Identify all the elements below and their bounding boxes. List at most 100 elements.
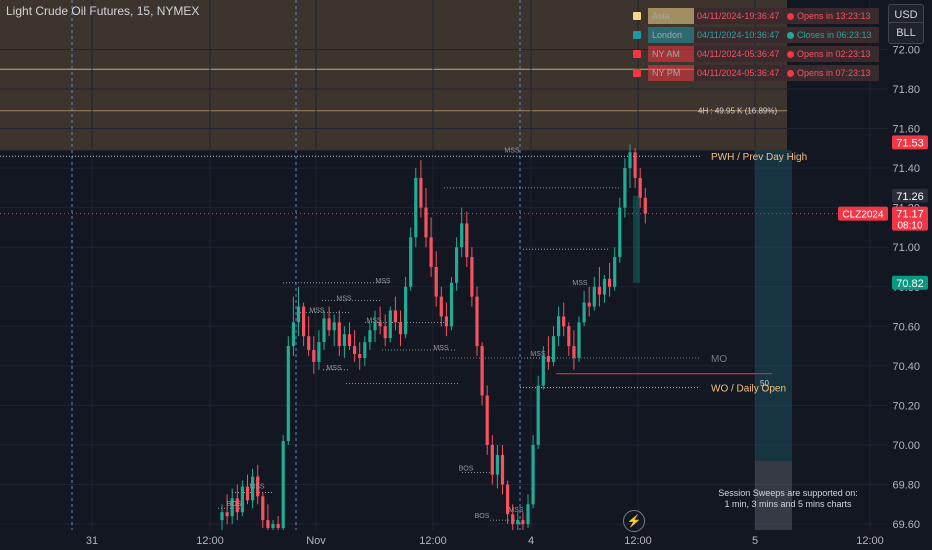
candle xyxy=(358,342,362,370)
candle xyxy=(572,330,576,370)
candle-body xyxy=(444,316,448,327)
price-tick: 71.40 xyxy=(892,163,920,175)
candle xyxy=(592,276,596,311)
candle xyxy=(531,435,535,509)
candle xyxy=(383,314,387,347)
candle xyxy=(480,342,484,406)
candle xyxy=(562,302,566,337)
candle xyxy=(526,494,530,529)
candle-body xyxy=(449,282,454,327)
candle-body xyxy=(638,177,642,198)
candle xyxy=(536,375,540,449)
candle-body xyxy=(276,524,280,529)
candle-body xyxy=(434,266,438,297)
candle-body xyxy=(485,395,489,445)
candle xyxy=(485,385,489,455)
session-note-line2: 1 min, 3 mins and 5 mins charts xyxy=(724,499,852,509)
candle-body xyxy=(388,310,392,339)
candle-body xyxy=(363,342,367,358)
position-tag: 50 xyxy=(760,379,769,388)
candle xyxy=(439,286,443,327)
candle-body xyxy=(551,336,556,362)
candle-body xyxy=(465,223,469,258)
candle-body xyxy=(327,318,331,331)
candle xyxy=(307,316,311,356)
time-tick: 31 xyxy=(86,535,98,547)
candle xyxy=(286,336,290,445)
candle xyxy=(322,310,326,351)
structure-label: BOS xyxy=(475,513,490,520)
candle xyxy=(638,168,642,208)
candle xyxy=(551,326,556,366)
replay-icon[interactable]: ⚡ xyxy=(623,510,645,532)
candle-body xyxy=(414,177,418,238)
candle xyxy=(511,504,515,530)
price-tick: 70.00 xyxy=(892,440,920,452)
price-tick: 71.00 xyxy=(892,242,920,254)
candle-body xyxy=(271,524,275,529)
candle-body xyxy=(541,355,545,386)
candle-body xyxy=(353,346,357,354)
price-axis: 69.6069.8070.0070.2070.4070.6070.8071.00… xyxy=(838,0,932,550)
candle-body xyxy=(480,346,484,396)
candle xyxy=(393,296,397,331)
candle xyxy=(225,494,229,525)
candle-body xyxy=(307,336,311,351)
candle xyxy=(470,247,474,307)
candle xyxy=(347,322,352,351)
position-box xyxy=(633,150,792,530)
candle-body xyxy=(455,247,459,283)
structure-label: MSS xyxy=(504,147,520,154)
candle-body xyxy=(500,454,505,485)
candle-body xyxy=(562,316,566,327)
candle xyxy=(256,464,260,505)
time-tick: 12:00 xyxy=(196,535,224,547)
candle-body xyxy=(302,306,306,337)
candle-body xyxy=(393,310,397,323)
candle xyxy=(623,158,627,218)
grid xyxy=(0,0,888,530)
chart-title: Light Crude Oil Futures, 15, NYMEX xyxy=(6,4,200,18)
candle-body xyxy=(582,302,586,323)
price-tick: 71.80 xyxy=(892,84,920,96)
candle xyxy=(546,336,550,370)
candle-body xyxy=(557,316,561,337)
session-time: 04/11/2024-05:36:47 xyxy=(694,46,783,62)
candle-body xyxy=(516,520,520,525)
candle-body xyxy=(490,444,494,475)
projection-bar xyxy=(633,195,640,283)
candle xyxy=(317,330,321,370)
position-target xyxy=(755,150,792,461)
candle xyxy=(613,247,617,291)
candle-body xyxy=(347,334,352,347)
structure-label: MSS xyxy=(336,296,352,303)
candle-body xyxy=(281,441,285,529)
candle-body xyxy=(373,322,377,331)
candle xyxy=(373,310,377,343)
session-swatch xyxy=(633,31,641,39)
candle-body xyxy=(424,207,428,238)
candle-body xyxy=(251,476,255,501)
candle-body xyxy=(572,346,576,358)
position-stop xyxy=(755,460,792,530)
candle-body xyxy=(337,322,341,347)
zone-label: 4H : 49.95 K (16.89%) xyxy=(698,107,777,116)
candle xyxy=(567,322,571,356)
session-name: London xyxy=(648,27,694,43)
candle xyxy=(516,512,520,530)
structure-label: MSS xyxy=(326,365,342,372)
unit-button[interactable]: BLL xyxy=(888,22,924,44)
candle-body xyxy=(404,286,408,335)
candle xyxy=(332,314,336,347)
price-tick: 72.00 xyxy=(892,44,920,56)
time-tick: 4 xyxy=(528,535,534,547)
currency-button[interactable]: USD xyxy=(888,4,924,26)
structure-label: MSS xyxy=(375,278,391,285)
price-tick: 70.40 xyxy=(892,361,920,373)
ticker-label: CLZ2024 xyxy=(842,210,884,221)
candle-body xyxy=(317,342,321,362)
candle-body xyxy=(322,318,326,343)
status-dot-icon xyxy=(787,70,794,77)
candle-body xyxy=(220,512,224,521)
